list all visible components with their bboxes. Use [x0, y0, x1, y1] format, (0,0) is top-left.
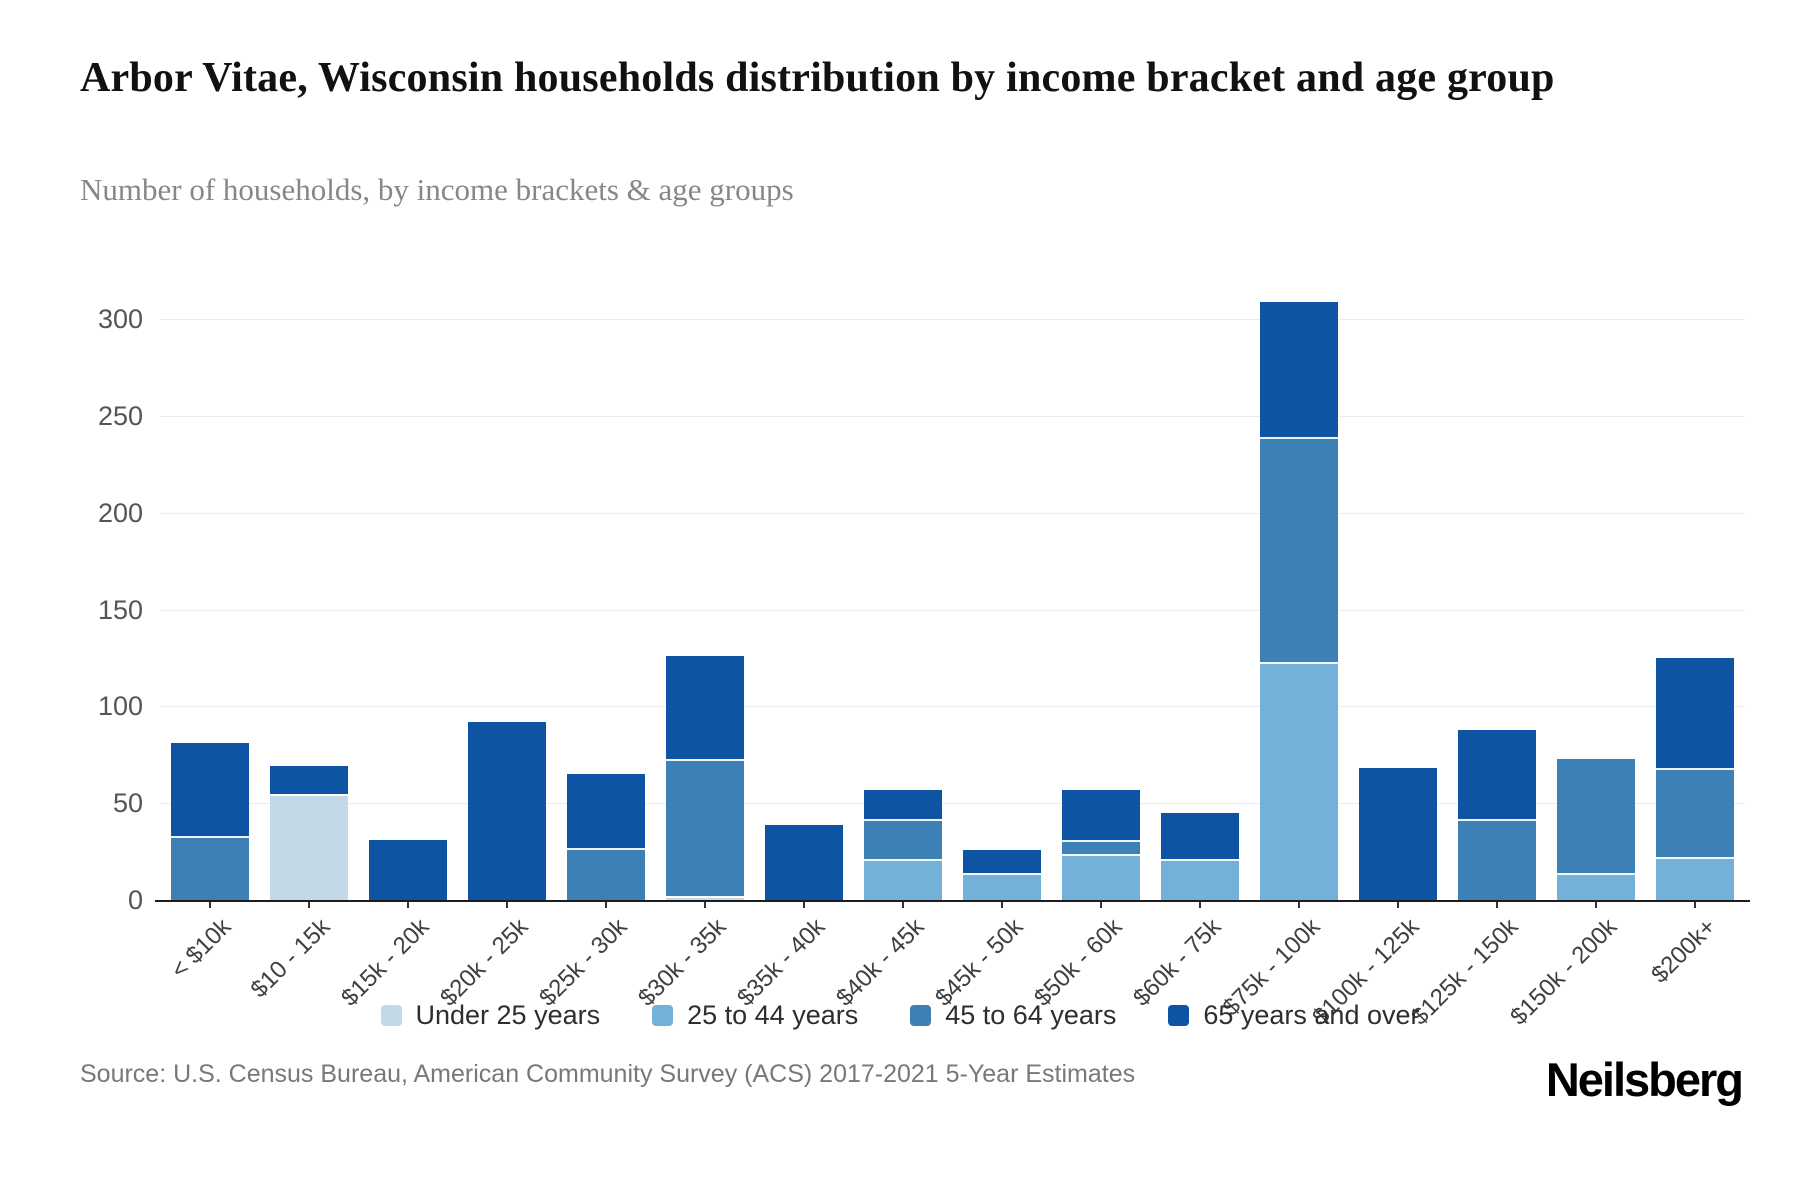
bar-segment[interactable]: [1656, 857, 1735, 900]
x-axis-label: $30k - 35k: [632, 913, 732, 1012]
y-axis-tick-label: 200: [97, 497, 143, 528]
x-axis-tick: [703, 901, 706, 908]
legend-swatch: [652, 1005, 674, 1026]
x-axis-label: $35k - 40k: [731, 913, 831, 1012]
x-axis-tick: [1199, 901, 1202, 908]
y-axis-tick-label: 300: [97, 304, 143, 335]
bar-segment[interactable]: [863, 859, 942, 900]
legend-swatch: [380, 1005, 402, 1026]
bar-segment[interactable]: [764, 824, 843, 900]
x-axis-tick: [505, 901, 508, 908]
bar-segment[interactable]: [863, 818, 942, 860]
x-axis-tick: [1694, 901, 1697, 908]
legend: Under 25 years 25 to 44 years 45 to 64 yea…: [0, 1000, 1800, 1031]
bar-segment[interactable]: [963, 849, 1042, 873]
x-axis-tick: [1298, 901, 1301, 908]
bar-segment[interactable]: [665, 758, 744, 897]
bar-segment[interactable]: [1062, 839, 1141, 854]
legend-item-under-25-years[interactable]: Under 25 years: [380, 1000, 601, 1031]
gridline: [160, 319, 1745, 321]
bar-segment[interactable]: [1062, 789, 1141, 840]
legend-label: Under 25 years: [415, 1000, 601, 1030]
x-axis-label: $50k - 60k: [1029, 913, 1128, 1012]
legend-item-45-to-64-years[interactable]: 45 to 64 years: [910, 1000, 1116, 1031]
bar-segment[interactable]: [170, 743, 249, 837]
bar-segment[interactable]: [269, 766, 348, 794]
legend-swatch: [1168, 1005, 1190, 1026]
bar-segment[interactable]: [1260, 661, 1339, 900]
bar-segment[interactable]: [467, 721, 546, 900]
x-axis-tick: [1397, 901, 1400, 908]
x-axis-label: $20k - 25k: [434, 913, 534, 1012]
y-axis-tick-label: 150: [97, 594, 143, 625]
bar-segment[interactable]: [269, 793, 348, 900]
bar-segment[interactable]: [863, 789, 942, 819]
x-axis-tick: [1001, 901, 1004, 908]
legend-swatch: [910, 1005, 932, 1026]
bar-segment[interactable]: [1656, 768, 1735, 858]
source-note: Source: U.S. Census Bureau, American Com…: [80, 1060, 1136, 1088]
legend-item-25-to-44-years[interactable]: 25 to 44 years: [652, 1000, 858, 1031]
bar-segment[interactable]: [963, 872, 1042, 900]
y-axis-tick-label: 50: [112, 788, 143, 819]
x-axis-tick: [1100, 901, 1103, 908]
bar-segment[interactable]: [566, 774, 645, 848]
bar-segment[interactable]: [1161, 812, 1240, 860]
x-axis-tick: [1496, 901, 1499, 908]
gridline: [160, 609, 1745, 611]
x-axis-tick: [208, 901, 211, 908]
x-axis-label: $45k - 50k: [930, 913, 1029, 1012]
x-axis-label: < $10k: [165, 913, 236, 984]
gridline: [160, 512, 1745, 514]
x-axis-label: $25k - 30k: [533, 913, 633, 1012]
bar-segment[interactable]: [1161, 859, 1240, 900]
legend-label: 45 to 64 years: [945, 1000, 1117, 1030]
x-axis-tick: [1595, 901, 1598, 908]
x-axis-tick: [604, 901, 607, 908]
bar-segment[interactable]: [1557, 758, 1636, 873]
bar-segment[interactable]: [665, 656, 744, 759]
legend-label: 25 to 44 years: [687, 1000, 859, 1030]
bar-segment[interactable]: [1557, 872, 1636, 900]
bar-segment[interactable]: [1458, 818, 1537, 900]
x-axis-label: $200k+: [1646, 913, 1722, 989]
bar-segment[interactable]: [665, 896, 744, 900]
bar-segment[interactable]: [1359, 768, 1438, 900]
brand-logo: Neilsberg: [1545, 1053, 1744, 1106]
y-axis-tick-label: 100: [97, 691, 143, 722]
bar-segment[interactable]: [170, 836, 249, 900]
bar-segment[interactable]: [1260, 301, 1339, 438]
x-axis-label: $40k - 45k: [831, 913, 930, 1012]
bar-segment[interactable]: [1062, 853, 1141, 900]
y-axis-tick-label: 250: [97, 401, 143, 432]
bar-segment[interactable]: [1458, 729, 1537, 819]
gridline: [160, 803, 1745, 805]
bar-segment[interactable]: [368, 839, 447, 900]
bar-segment[interactable]: [1656, 658, 1735, 769]
chart-subtitle: Number of households, by income brackets…: [80, 172, 794, 207]
chart-title: Arbor Vitae, Wisconsin households distri…: [80, 55, 1555, 101]
gridline: [160, 416, 1745, 418]
x-axis-line: [155, 900, 1750, 902]
gridline: [160, 706, 1745, 708]
bar-segment[interactable]: [1260, 437, 1339, 662]
bar-segment[interactable]: [566, 847, 645, 900]
legend-item-65-years-and-over[interactable]: 65 years and over: [1168, 1000, 1420, 1031]
x-axis-label: $60k - 75k: [1128, 913, 1227, 1012]
x-axis-tick: [901, 901, 904, 908]
x-axis-tick: [406, 901, 409, 908]
x-axis-label: $10 - 15k: [245, 913, 335, 1004]
x-axis-label: $15k - 20k: [335, 913, 435, 1012]
y-axis-tick-label: 0: [127, 885, 143, 915]
x-axis-tick: [802, 901, 805, 908]
legend-label: 65 years and over: [1203, 1000, 1420, 1030]
x-axis-tick: [307, 901, 310, 908]
